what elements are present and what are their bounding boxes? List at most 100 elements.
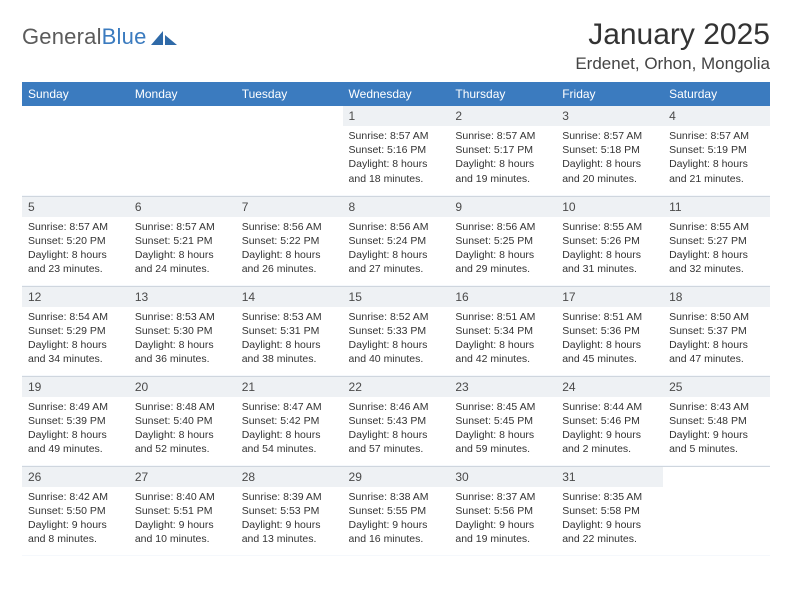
sunrise-text: Sunrise: 8:57 AM: [562, 129, 657, 143]
day-detail: Sunrise: 8:57 AMSunset: 5:20 PMDaylight:…: [22, 217, 129, 283]
sunrise-text: Sunrise: 8:44 AM: [562, 400, 657, 414]
calendar-cell: 11Sunrise: 8:55 AMSunset: 5:27 PMDayligh…: [663, 196, 770, 286]
header: GeneralBlue January 2025 Erdenet, Orhon,…: [22, 18, 770, 74]
daylight-text: Daylight: 8 hours and 32 minutes.: [669, 248, 764, 276]
calendar-cell: [129, 106, 236, 196]
daylight-text: Daylight: 8 hours and 52 minutes.: [135, 428, 230, 456]
day-detail: Sunrise: 8:49 AMSunset: 5:39 PMDaylight:…: [22, 397, 129, 463]
sunrise-text: Sunrise: 8:51 AM: [562, 310, 657, 324]
sunset-text: Sunset: 5:18 PM: [562, 143, 657, 157]
day-number: 15: [343, 287, 450, 307]
day-detail: Sunrise: 8:55 AMSunset: 5:27 PMDaylight:…: [663, 217, 770, 283]
day-detail: Sunrise: 8:57 AMSunset: 5:18 PMDaylight:…: [556, 126, 663, 192]
sunset-text: Sunset: 5:45 PM: [455, 414, 550, 428]
day-number: 10: [556, 197, 663, 217]
day-detail: Sunrise: 8:35 AMSunset: 5:58 PMDaylight:…: [556, 487, 663, 553]
day-number: 7: [236, 197, 343, 217]
daylight-text: Daylight: 9 hours and 22 minutes.: [562, 518, 657, 546]
calendar-cell: 6Sunrise: 8:57 AMSunset: 5:21 PMDaylight…: [129, 196, 236, 286]
daylight-text: Daylight: 9 hours and 13 minutes.: [242, 518, 337, 546]
sunrise-text: Sunrise: 8:56 AM: [349, 220, 444, 234]
sunrise-text: Sunrise: 8:55 AM: [669, 220, 764, 234]
sunrise-text: Sunrise: 8:47 AM: [242, 400, 337, 414]
calendar-cell: 27Sunrise: 8:40 AMSunset: 5:51 PMDayligh…: [129, 466, 236, 556]
sunset-text: Sunset: 5:31 PM: [242, 324, 337, 338]
location: Erdenet, Orhon, Mongolia: [575, 54, 770, 74]
day-number: 30: [449, 467, 556, 487]
day-detail: Sunrise: 8:57 AMSunset: 5:17 PMDaylight:…: [449, 126, 556, 192]
day-detail: Sunrise: 8:39 AMSunset: 5:53 PMDaylight:…: [236, 487, 343, 553]
day-number: 12: [22, 287, 129, 307]
day-number: 26: [22, 467, 129, 487]
day-number: 28: [236, 467, 343, 487]
sunrise-text: Sunrise: 8:50 AM: [669, 310, 764, 324]
daylight-text: Daylight: 8 hours and 23 minutes.: [28, 248, 123, 276]
calendar-cell: [236, 106, 343, 196]
sunrise-text: Sunrise: 8:39 AM: [242, 490, 337, 504]
sunrise-text: Sunrise: 8:53 AM: [242, 310, 337, 324]
calendar-cell: 7Sunrise: 8:56 AMSunset: 5:22 PMDaylight…: [236, 196, 343, 286]
daylight-text: Daylight: 8 hours and 27 minutes.: [349, 248, 444, 276]
calendar-week-row: 19Sunrise: 8:49 AMSunset: 5:39 PMDayligh…: [22, 376, 770, 466]
day-detail: Sunrise: 8:54 AMSunset: 5:29 PMDaylight:…: [22, 307, 129, 373]
day-detail: Sunrise: 8:48 AMSunset: 5:40 PMDaylight:…: [129, 397, 236, 463]
sunset-text: Sunset: 5:51 PM: [135, 504, 230, 518]
day-number: 25: [663, 377, 770, 397]
daylight-text: Daylight: 8 hours and 34 minutes.: [28, 338, 123, 366]
day-detail: Sunrise: 8:57 AMSunset: 5:21 PMDaylight:…: [129, 217, 236, 283]
calendar-week-row: 5Sunrise: 8:57 AMSunset: 5:20 PMDaylight…: [22, 196, 770, 286]
calendar-cell: 22Sunrise: 8:46 AMSunset: 5:43 PMDayligh…: [343, 376, 450, 466]
sunrise-text: Sunrise: 8:35 AM: [562, 490, 657, 504]
brand-name: GeneralBlue: [22, 24, 147, 50]
calendar-cell: 12Sunrise: 8:54 AMSunset: 5:29 PMDayligh…: [22, 286, 129, 376]
day-detail: Sunrise: 8:37 AMSunset: 5:56 PMDaylight:…: [449, 487, 556, 553]
day-number: [129, 106, 236, 112]
sunset-text: Sunset: 5:29 PM: [28, 324, 123, 338]
day-detail: Sunrise: 8:50 AMSunset: 5:37 PMDaylight:…: [663, 307, 770, 373]
sunset-text: Sunset: 5:36 PM: [562, 324, 657, 338]
calendar-cell: 2Sunrise: 8:57 AMSunset: 5:17 PMDaylight…: [449, 106, 556, 196]
daylight-text: Daylight: 8 hours and 45 minutes.: [562, 338, 657, 366]
daylight-text: Daylight: 9 hours and 19 minutes.: [455, 518, 550, 546]
day-number: 5: [22, 197, 129, 217]
sunset-text: Sunset: 5:40 PM: [135, 414, 230, 428]
day-number: 13: [129, 287, 236, 307]
daylight-text: Daylight: 8 hours and 57 minutes.: [349, 428, 444, 456]
sunset-text: Sunset: 5:21 PM: [135, 234, 230, 248]
day-number: 21: [236, 377, 343, 397]
brand-name-b: Blue: [102, 24, 147, 49]
day-number: 22: [343, 377, 450, 397]
sunrise-text: Sunrise: 8:57 AM: [455, 129, 550, 143]
day-header: Monday: [129, 82, 236, 106]
calendar-cell: 18Sunrise: 8:50 AMSunset: 5:37 PMDayligh…: [663, 286, 770, 376]
calendar-cell: 10Sunrise: 8:55 AMSunset: 5:26 PMDayligh…: [556, 196, 663, 286]
calendar-cell: 30Sunrise: 8:37 AMSunset: 5:56 PMDayligh…: [449, 466, 556, 556]
day-detail: Sunrise: 8:44 AMSunset: 5:46 PMDaylight:…: [556, 397, 663, 463]
calendar-cell: 3Sunrise: 8:57 AMSunset: 5:18 PMDaylight…: [556, 106, 663, 196]
day-detail: Sunrise: 8:45 AMSunset: 5:45 PMDaylight:…: [449, 397, 556, 463]
sunrise-text: Sunrise: 8:52 AM: [349, 310, 444, 324]
sunset-text: Sunset: 5:46 PM: [562, 414, 657, 428]
day-number: 29: [343, 467, 450, 487]
sunrise-text: Sunrise: 8:57 AM: [669, 129, 764, 143]
month-title: January 2025: [575, 18, 770, 52]
sunrise-text: Sunrise: 8:57 AM: [349, 129, 444, 143]
sunset-text: Sunset: 5:42 PM: [242, 414, 337, 428]
sunset-text: Sunset: 5:34 PM: [455, 324, 550, 338]
calendar-cell: 14Sunrise: 8:53 AMSunset: 5:31 PMDayligh…: [236, 286, 343, 376]
sunrise-text: Sunrise: 8:46 AM: [349, 400, 444, 414]
day-detail: Sunrise: 8:43 AMSunset: 5:48 PMDaylight:…: [663, 397, 770, 463]
calendar-cell: 25Sunrise: 8:43 AMSunset: 5:48 PMDayligh…: [663, 376, 770, 466]
day-header: Saturday: [663, 82, 770, 106]
day-number: 17: [556, 287, 663, 307]
sunrise-text: Sunrise: 8:40 AM: [135, 490, 230, 504]
daylight-text: Daylight: 8 hours and 38 minutes.: [242, 338, 337, 366]
sunset-text: Sunset: 5:16 PM: [349, 143, 444, 157]
sunrise-text: Sunrise: 8:55 AM: [562, 220, 657, 234]
day-number: 4: [663, 106, 770, 126]
sunset-text: Sunset: 5:55 PM: [349, 504, 444, 518]
calendar-cell: 29Sunrise: 8:38 AMSunset: 5:55 PMDayligh…: [343, 466, 450, 556]
day-number: [663, 467, 770, 473]
day-number: [236, 106, 343, 112]
sunrise-text: Sunrise: 8:56 AM: [242, 220, 337, 234]
